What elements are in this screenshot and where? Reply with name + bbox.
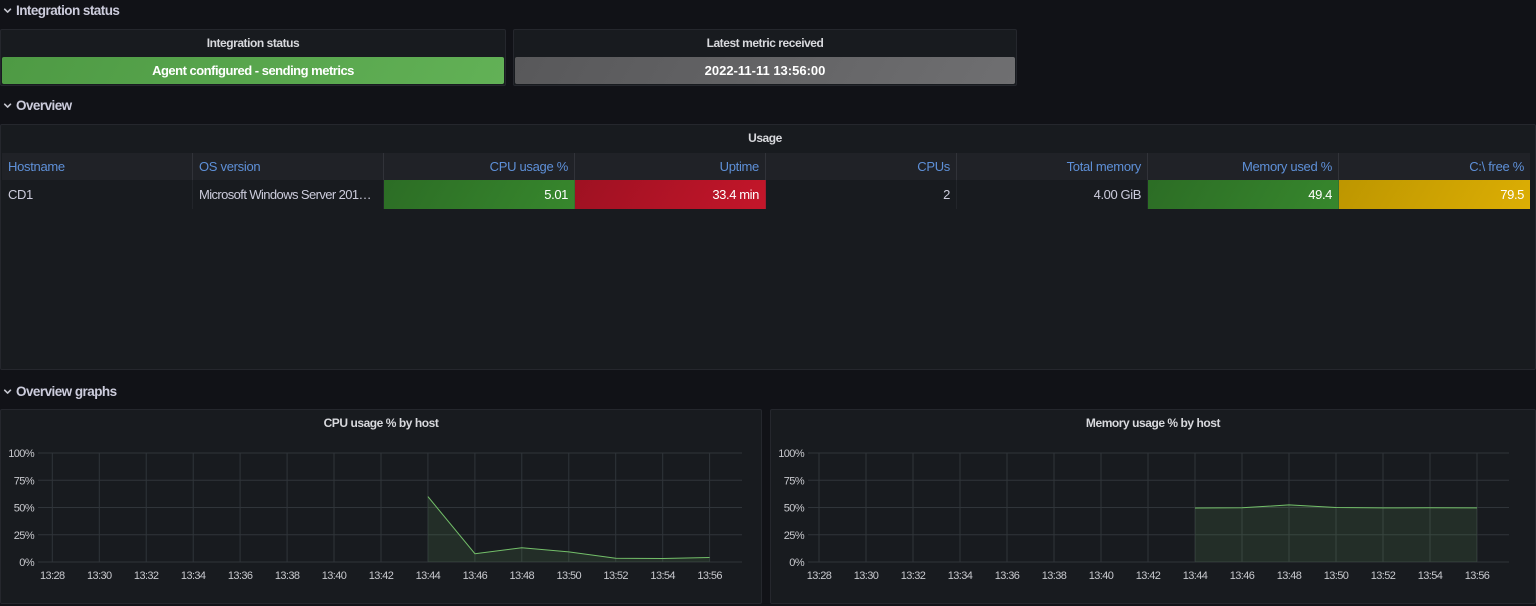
svg-text:13:46: 13:46	[463, 570, 488, 582]
svg-text:13:30: 13:30	[87, 570, 112, 582]
svg-text:13:40: 13:40	[1089, 570, 1114, 582]
svg-text:13:36: 13:36	[228, 570, 253, 582]
svg-text:13:36: 13:36	[995, 570, 1020, 582]
svg-text:0%: 0%	[789, 557, 805, 569]
svg-text:0%: 0%	[19, 557, 35, 569]
svg-text:50%: 50%	[784, 503, 805, 515]
svg-text:13:30: 13:30	[854, 570, 879, 582]
svg-text:13:48: 13:48	[510, 570, 535, 582]
svg-text:13:42: 13:42	[1136, 570, 1161, 582]
svg-text:13:32: 13:32	[901, 570, 926, 582]
svg-text:13:50: 13:50	[557, 570, 582, 582]
svg-text:13:50: 13:50	[1324, 570, 1349, 582]
svg-text:75%: 75%	[14, 475, 35, 487]
svg-text:13:32: 13:32	[134, 570, 159, 582]
svg-text:13:40: 13:40	[322, 570, 347, 582]
svg-text:50%: 50%	[14, 503, 35, 515]
svg-text:75%: 75%	[784, 475, 805, 487]
svg-text:25%: 25%	[14, 530, 35, 542]
svg-text:100%: 100%	[778, 448, 805, 460]
svg-text:13:28: 13:28	[40, 570, 65, 582]
svg-text:13:48: 13:48	[1277, 570, 1302, 582]
svg-text:25%: 25%	[784, 530, 805, 542]
svg-text:13:54: 13:54	[1418, 570, 1443, 582]
svg-text:13:44: 13:44	[1183, 570, 1208, 582]
svg-text:13:46: 13:46	[1230, 570, 1255, 582]
svg-text:100%: 100%	[8, 448, 35, 460]
svg-text:13:38: 13:38	[1042, 570, 1067, 582]
svg-text:13:38: 13:38	[275, 570, 300, 582]
svg-text:13:56: 13:56	[697, 570, 722, 582]
svg-text:13:56: 13:56	[1465, 570, 1490, 582]
svg-text:13:28: 13:28	[807, 570, 832, 582]
svg-text:13:42: 13:42	[369, 570, 394, 582]
svg-text:13:44: 13:44	[416, 570, 441, 582]
svg-text:13:34: 13:34	[948, 570, 973, 582]
svg-text:13:52: 13:52	[603, 570, 628, 582]
svg-text:13:52: 13:52	[1371, 570, 1396, 582]
svg-text:13:54: 13:54	[650, 570, 675, 582]
svg-text:13:34: 13:34	[181, 570, 206, 582]
